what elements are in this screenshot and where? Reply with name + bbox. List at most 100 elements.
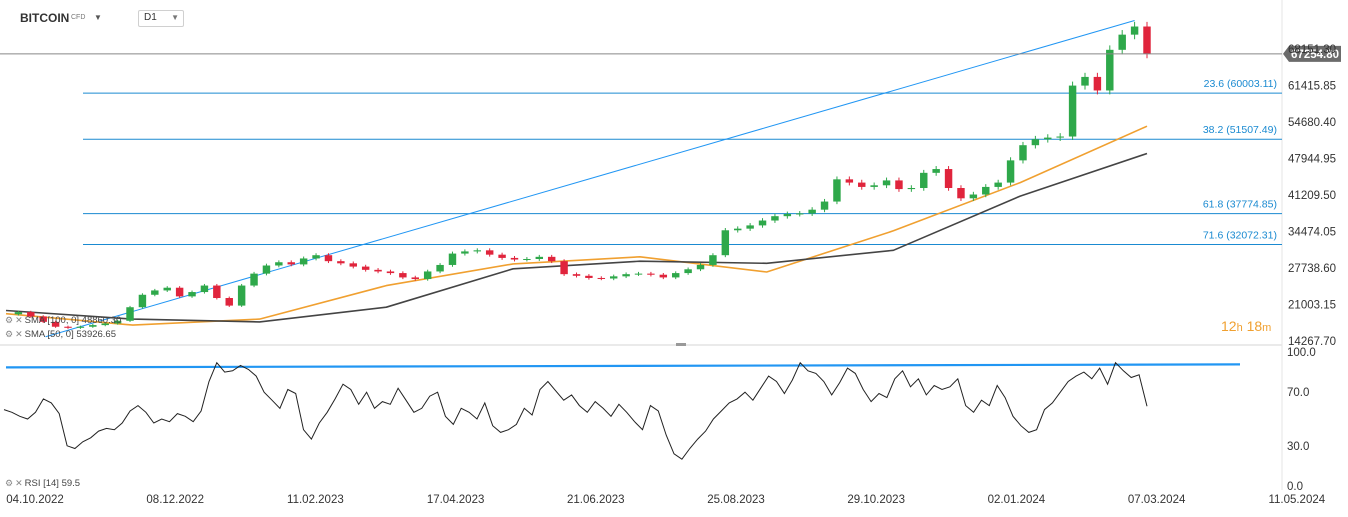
- timer-minutes-unit: m: [1262, 322, 1272, 334]
- candle-body: [39, 316, 47, 322]
- sma50-legend[interactable]: ⚙ ✕ SMA [50, 0] 53926.65: [5, 329, 116, 340]
- date-tick-label: 02.01.2024: [988, 494, 1046, 506]
- candle-body: [808, 209, 816, 214]
- timeframe-select[interactable]: D1 ▼: [138, 10, 184, 27]
- candle-body: [609, 276, 618, 279]
- candle-body: [907, 188, 916, 190]
- candle-body: [386, 271, 395, 274]
- price-axis: 68151.30 61415.85 54680.40 47944.95 41209.50…: [1288, 44, 1336, 348]
- candle-body: [423, 271, 432, 280]
- candle-body: [796, 213, 804, 215]
- settings-icon[interactable]: ⚙: [5, 478, 14, 488]
- date-axis: 04.10.2022 08.12.2022 11.02.2023 17.04.2023…: [6, 494, 1326, 506]
- fib-label: 71.6 (32072.31): [1203, 230, 1277, 242]
- timer-hours: 12: [1221, 318, 1237, 334]
- candle-body: [560, 261, 568, 275]
- price-tick-label: 14267.70: [1288, 336, 1336, 348]
- candle-body: [436, 264, 444, 272]
- moving-averages: [5, 125, 1148, 326]
- candle-body: [299, 258, 308, 265]
- candle-body: [312, 255, 320, 259]
- sma-line: [5, 125, 1148, 326]
- date-tick-label: 04.10.2022: [6, 494, 64, 506]
- candle-body: [76, 326, 85, 328]
- close-icon[interactable]: ✕: [15, 478, 23, 488]
- sma-line: [5, 152, 1148, 323]
- candle-body: [1106, 49, 1114, 91]
- date-tick-label: 17.04.2023: [427, 494, 485, 506]
- fib-label: 23.6 (60003.11): [1204, 78, 1277, 90]
- date-tick-label: 08.12.2022: [146, 494, 204, 506]
- candle-body: [461, 251, 469, 254]
- symbol-dropdown-icon[interactable]: ▼: [94, 13, 102, 22]
- close-icon[interactable]: ✕: [15, 329, 23, 339]
- date-tick-label: 07.03.2024: [1128, 494, 1186, 506]
- candle-body: [163, 287, 171, 291]
- price-tick-label: 54680.40: [1288, 117, 1336, 129]
- pane-resize-handle[interactable]: [676, 343, 686, 346]
- rsi-pane: 100.0 70.0 30.0 0.0: [3, 347, 1316, 493]
- candle-body: [783, 214, 792, 217]
- candle-body: [647, 273, 655, 275]
- candle-body: [275, 262, 283, 266]
- candle-body: [734, 228, 742, 231]
- rsi-tick-label: 70.0: [1287, 387, 1309, 399]
- settings-icon[interactable]: ⚙: [5, 329, 14, 339]
- candle-body: [89, 325, 97, 327]
- candle-body: [882, 180, 891, 186]
- candle-body: [833, 179, 841, 202]
- candle-body: [138, 294, 147, 308]
- candle-body: [535, 256, 544, 259]
- candle-body: [14, 312, 23, 315]
- date-tick-label: 11.02.2023: [287, 494, 344, 506]
- candle-body: [126, 307, 134, 321]
- candle-body: [920, 172, 928, 189]
- candle-body: [858, 182, 866, 187]
- trendline: [45, 20, 1135, 338]
- candle-body: [696, 264, 705, 270]
- candle-body: [1031, 139, 1040, 146]
- candle-body: [969, 194, 978, 199]
- sma100-label: SMA [100, 0] 48860.30: [24, 315, 122, 326]
- candle-body: [957, 188, 965, 199]
- candle-body: [250, 273, 258, 286]
- symbol-name[interactable]: BITCOIN: [20, 11, 70, 25]
- sma50-label: SMA [50, 0] 53926.65: [24, 329, 116, 340]
- rsi-tick-label: 30.0: [1287, 441, 1309, 453]
- date-tick-label: 21.06.2023: [567, 494, 625, 506]
- fibonacci-levels: 23.6 (60003.11) 38.2 (51507.49) 61.8 (3777…: [83, 78, 1282, 246]
- candle-body: [188, 292, 196, 297]
- candle-body: [895, 180, 903, 190]
- candle-body: [659, 274, 668, 278]
- settings-icon[interactable]: ⚙: [5, 315, 14, 325]
- candle-body: [237, 285, 246, 306]
- candle-body: [324, 255, 333, 262]
- timeframe-value: D1: [144, 12, 157, 23]
- price-tick-label: 34474.05: [1288, 227, 1336, 239]
- candle-body: [473, 250, 482, 252]
- candle-body: [510, 257, 519, 260]
- last-price-line: 67254.80: [0, 45, 1341, 62]
- candle-body: [213, 285, 221, 299]
- candle-body: [597, 277, 606, 279]
- candle-body: [448, 253, 457, 265]
- rsi-legend[interactable]: ⚙ ✕ RSI [14] 59.5: [5, 478, 80, 489]
- candle-body: [1081, 76, 1089, 86]
- candle-body: [225, 298, 233, 306]
- candle-body: [1130, 26, 1139, 35]
- price-tick-label: 68151.30: [1288, 44, 1336, 56]
- candle-body: [982, 186, 990, 195]
- sma100-legend[interactable]: ⚙ ✕ SMA [100, 0] 48860.30: [5, 315, 121, 326]
- candle-body: [27, 312, 35, 317]
- rsi-tick-label: 0.0: [1287, 481, 1303, 493]
- price-tick-label: 27738.60: [1288, 263, 1336, 275]
- date-tick-label: 29.10.2023: [847, 494, 905, 506]
- last-price-label: 67254.80: [1291, 49, 1339, 61]
- price-tick-label: 61415.85: [1288, 81, 1336, 93]
- close-icon[interactable]: ✕: [15, 315, 23, 325]
- candle-body: [51, 321, 60, 327]
- candle-body: [399, 273, 407, 278]
- candle-body: [523, 258, 531, 260]
- chevron-down-icon: ▼: [171, 13, 179, 22]
